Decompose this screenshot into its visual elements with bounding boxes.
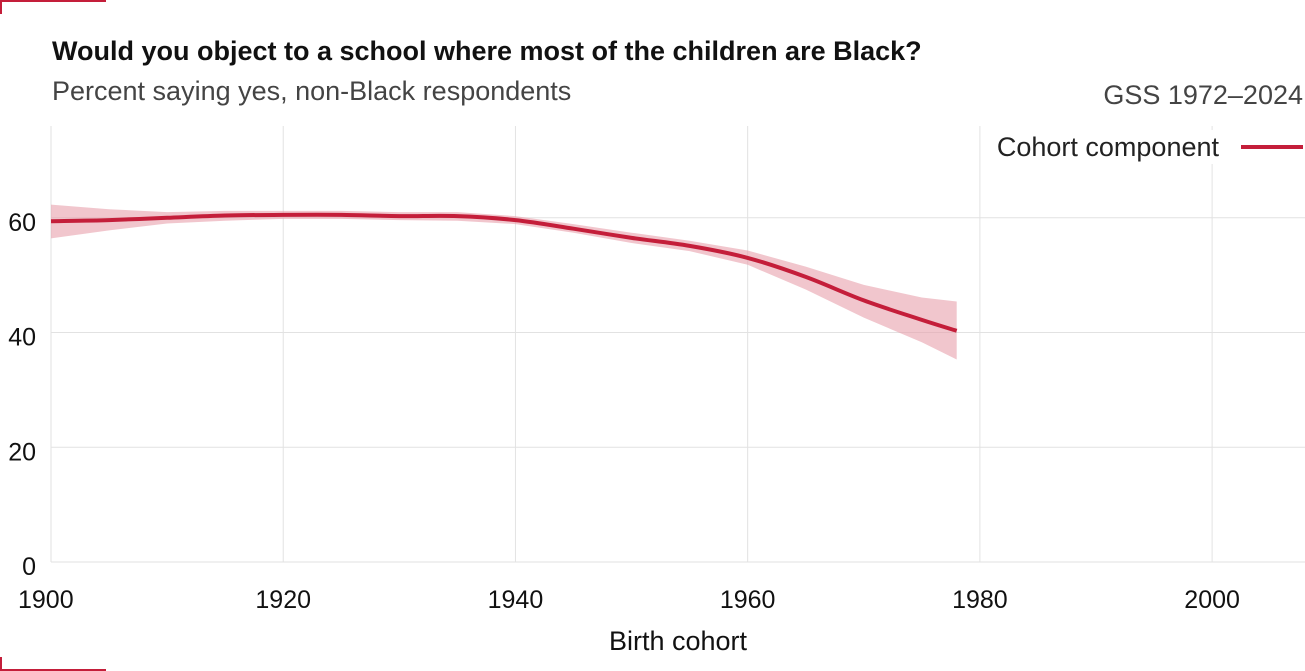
corner-mark-bottom: [0, 657, 106, 671]
y-tick-label: 20: [8, 438, 36, 466]
y-axis-ticks: 0 20 40 60: [8, 209, 36, 581]
series-line-layer: [50, 212, 958, 333]
data-source-label: GSS 1972–2024: [1103, 80, 1303, 110]
x-tick-label: 1940: [488, 586, 544, 614]
y-tick-label: 40: [8, 324, 36, 352]
corner-mark-top: [0, 0, 106, 14]
y-tick-label: 60: [8, 209, 36, 237]
x-tick-label: 1980: [952, 586, 1008, 614]
x-axis-label: Birth cohort: [609, 626, 748, 656]
grid: [50, 126, 1305, 563]
legend: Cohort component: [988, 130, 1303, 164]
y-tick-label: 0: [22, 553, 36, 581]
x-tick-label: 2000: [1184, 586, 1240, 614]
x-tick-label: 1900: [18, 586, 74, 614]
x-tick-label: 1960: [720, 586, 776, 614]
series-line-cohort-component: [50, 212, 958, 333]
chart-title: Would you object to a school where most …: [52, 36, 922, 66]
x-tick-label: 1920: [255, 586, 311, 614]
x-axis-ticks: 1900 1920 1940 1960 1980 2000: [18, 586, 1240, 614]
legend-entry-label: Cohort component: [996, 131, 1219, 162]
legend-swatch: [1241, 145, 1303, 149]
chart-subtitle: Percent saying yes, non-Black respondent…: [52, 76, 572, 106]
